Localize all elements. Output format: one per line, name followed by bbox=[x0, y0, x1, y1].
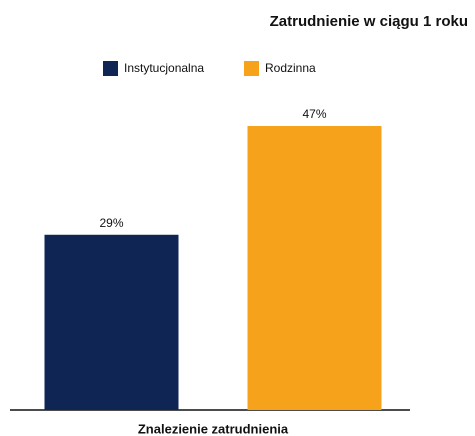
legend-label: Rodzinna bbox=[265, 61, 316, 75]
bar bbox=[247, 126, 382, 410]
value-label: 47% bbox=[302, 107, 326, 121]
value-label: 29% bbox=[99, 216, 123, 230]
bar bbox=[44, 234, 179, 410]
legend-swatch bbox=[103, 61, 118, 76]
legend-swatch bbox=[244, 61, 259, 76]
x-tick-label: Znalezienie zatrudnienia bbox=[138, 421, 289, 436]
chart-title: Zatrudnienie w ciągu 1 roku bbox=[270, 13, 468, 30]
legend-label: Instytucjonalna bbox=[124, 61, 204, 75]
